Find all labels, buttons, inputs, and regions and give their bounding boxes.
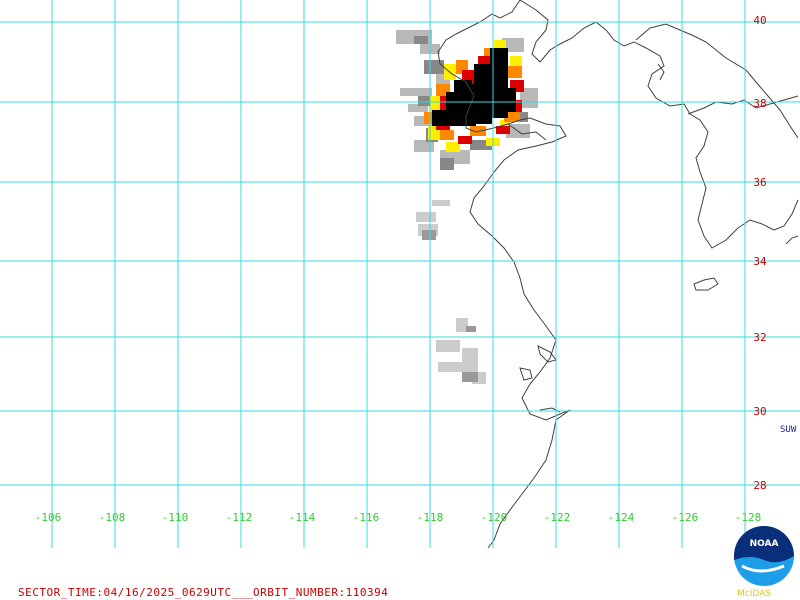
sector-time-footer: SECTOR_TIME:04/16/2025_0629UTC___ORBIT_N… [18, 586, 389, 599]
lon-label: -124 [608, 511, 635, 524]
lon-label: -128 [735, 511, 762, 524]
lon-label: -122 [544, 511, 571, 524]
longitude-labels: -106 -108 -110 -112 -114 -116 -118 -120 … [35, 511, 762, 524]
lat-label: 32 [753, 331, 766, 344]
lon-label: -112 [226, 511, 253, 524]
lat-label: 40 [753, 14, 766, 27]
lat-lon-grid [0, 0, 800, 548]
lon-label: -118 [417, 511, 444, 524]
lon-label: -114 [289, 511, 316, 524]
lat-label: 30 [753, 405, 766, 418]
lon-label: -116 [353, 511, 380, 524]
lat-label: 28 [753, 479, 766, 492]
latitude-labels: 40 38 36 34 32 30 28 [753, 14, 767, 492]
lon-label: -126 [672, 511, 699, 524]
lat-label: 38 [753, 97, 766, 110]
side-code-label: SUW [780, 425, 797, 435]
noaa-logo-text: NOAA [750, 539, 779, 549]
lon-label: -110 [162, 511, 189, 524]
lat-label: 34 [753, 255, 767, 268]
noaa-logo: NOAA McIDAS [734, 526, 794, 599]
mcidas-caption: McIDAS [737, 589, 771, 599]
lat-label: 36 [753, 176, 766, 189]
lon-label: -106 [35, 511, 62, 524]
lon-label: -108 [99, 511, 126, 524]
precipitation-cells [396, 30, 538, 384]
coastlines [437, 0, 799, 549]
lon-label: -120 [481, 511, 508, 524]
